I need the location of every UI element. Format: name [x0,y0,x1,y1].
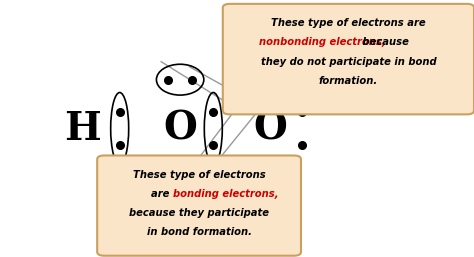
Text: formation.: formation. [319,76,378,86]
FancyBboxPatch shape [97,155,301,256]
Text: These type of electrons are: These type of electrons are [271,18,426,28]
Text: O: O [163,109,197,148]
Text: in bond formation.: in bond formation. [146,227,252,237]
Text: because they participate: because they participate [129,208,269,218]
Text: nonbonding electrons, because: nonbonding electrons, because [260,37,437,47]
Text: bonding electrons,: bonding electrons, [173,189,279,199]
Text: These type of electrons: These type of electrons [133,170,265,180]
Text: because: because [359,37,409,47]
FancyBboxPatch shape [223,4,474,114]
Text: they do not participate in bond: they do not participate in bond [261,57,436,67]
Text: H: H [64,109,101,148]
Text: nonbonding electrons,: nonbonding electrons, [259,37,386,47]
Text: O: O [253,109,287,148]
Text: are: are [151,189,173,199]
